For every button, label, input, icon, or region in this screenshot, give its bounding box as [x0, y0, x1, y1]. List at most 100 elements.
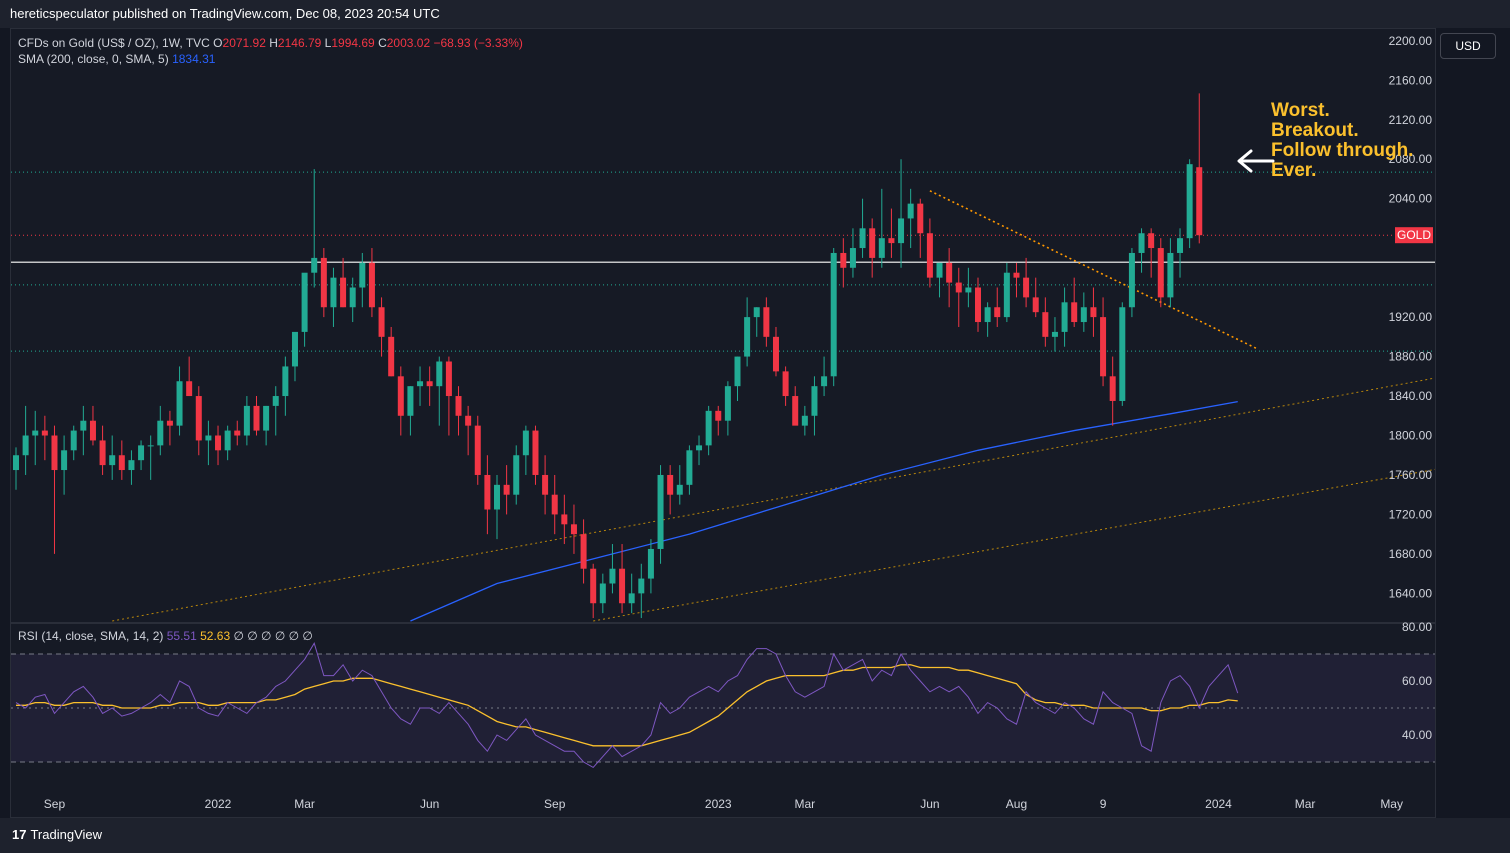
candle [590, 563, 597, 619]
candle-body [282, 366, 289, 397]
candle [1167, 238, 1174, 308]
candle-body [840, 252, 847, 268]
candle-body [946, 262, 953, 283]
candle-body [792, 396, 799, 426]
time-tick-label: 2023 [705, 797, 732, 811]
candle-body [782, 371, 789, 397]
candle-body [619, 568, 626, 604]
candle [975, 277, 981, 332]
candle [686, 445, 693, 495]
candle-body [772, 336, 779, 372]
currency-button[interactable]: USD [1440, 33, 1496, 59]
candle-body [234, 430, 241, 436]
candle [859, 198, 866, 258]
candle-body [215, 435, 222, 451]
candle [234, 420, 241, 446]
candle [551, 474, 558, 535]
candle [772, 326, 779, 377]
candle [1138, 228, 1145, 273]
candle [898, 159, 905, 268]
candle [89, 405, 96, 446]
tradingview-brand[interactable]: 17 TradingView [12, 827, 102, 842]
time-axis: Sep 2022 Mar Jun Sep 2023 Mar Jun Aug 9 2024 Mar May [44, 797, 1403, 811]
time-tick-label: Aug [1006, 797, 1027, 811]
price-tick-label: 1720.00 [1389, 507, 1433, 521]
candle [417, 366, 424, 406]
horizontal-levels [11, 171, 1435, 352]
candle [378, 297, 385, 357]
candle-body [157, 420, 164, 446]
candle [1051, 317, 1058, 352]
candle-body [763, 307, 770, 337]
candle-body [1138, 233, 1145, 253]
candle-body [811, 386, 818, 416]
rsi-band-fill [11, 654, 1435, 762]
close-value: 2003.02 [386, 36, 431, 50]
candle [1128, 248, 1135, 318]
candle-body [13, 455, 19, 471]
price-tick-label: 1840.00 [1389, 389, 1433, 403]
candle-body [311, 257, 318, 273]
candle [388, 326, 395, 377]
candle-body [801, 415, 808, 426]
candle [1100, 297, 1107, 387]
chart-frame[interactable]: 2200.00 2160.00 2120.00 2080.00 2040.00 1920.… [10, 28, 1436, 818]
candle-body [1013, 272, 1020, 278]
candle-body [176, 381, 183, 426]
candle-body [869, 228, 876, 258]
candle-body [965, 287, 972, 293]
candle [657, 465, 664, 564]
candle-body [436, 361, 443, 387]
candle [407, 386, 414, 436]
candle-body [426, 381, 433, 387]
candle-body [878, 238, 885, 258]
candle-body [166, 420, 173, 426]
footer: 17 TradingView [0, 818, 1510, 853]
candle [1061, 287, 1068, 347]
candle-body [388, 336, 395, 377]
candle [869, 218, 876, 278]
candle-body [118, 455, 125, 471]
candle-body [830, 252, 837, 377]
candle [734, 356, 741, 401]
candle-body [1167, 252, 1174, 298]
chart-svg[interactable]: 2200.00 2160.00 2120.00 2080.00 2040.00 1920.… [11, 29, 1435, 817]
candle-body [205, 435, 212, 441]
candle [599, 573, 606, 614]
trendline [593, 468, 1435, 622]
candle [878, 188, 885, 268]
candle [41, 415, 48, 461]
candle [782, 366, 789, 406]
candle-body [1071, 302, 1078, 323]
symbol-tag-label: GOLD [1397, 228, 1431, 242]
rsi-tick-label: 80.00 [1402, 620, 1432, 634]
high-label: H [269, 36, 278, 50]
trendline [929, 190, 1258, 350]
candle [1080, 292, 1087, 332]
candle-body [320, 257, 327, 308]
candle [705, 405, 712, 456]
candle-body [494, 484, 500, 510]
candle [1148, 228, 1155, 278]
price-axis: 2200.00 2160.00 2120.00 2080.00 2040.00 1920.… [11, 34, 1435, 742]
high-value: 2146.79 [277, 36, 322, 50]
candle-body [99, 440, 106, 466]
candle-body [994, 307, 1001, 318]
candle [724, 381, 731, 436]
candle [1186, 159, 1193, 249]
candle-body [955, 282, 962, 293]
candle-body [936, 262, 943, 278]
candle [638, 563, 645, 619]
candle-body [1148, 233, 1155, 249]
candle [80, 405, 87, 456]
candle [1196, 93, 1203, 244]
candle-body [570, 524, 577, 535]
candle [1119, 302, 1126, 406]
change-value: −68.93 (−3.33%) [433, 36, 523, 50]
candle [215, 425, 222, 466]
time-tick-label: 9 [1100, 797, 1107, 811]
brand-name: TradingView [30, 827, 103, 842]
candle-body [80, 420, 87, 431]
candle-body [340, 277, 347, 308]
candle-body [301, 272, 308, 332]
